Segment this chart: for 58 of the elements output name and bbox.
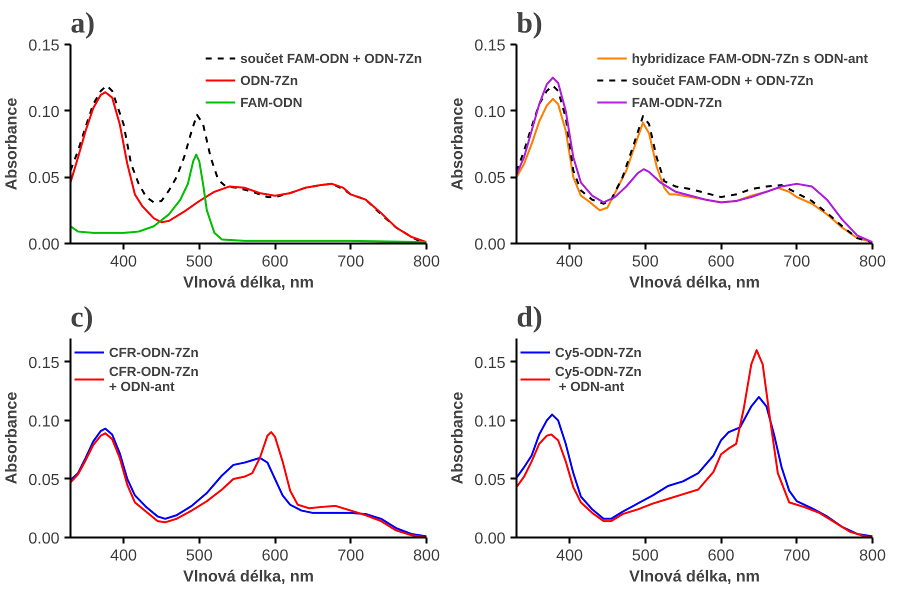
x-tick-label: 800 bbox=[859, 254, 886, 270]
x-tick-label: 800 bbox=[413, 254, 440, 270]
x-axis-title: Vlnová délka, nm bbox=[629, 568, 760, 586]
legend-label: Cy5-ODN-7Zn bbox=[555, 344, 642, 360]
x-tick-label: 400 bbox=[110, 254, 137, 270]
y-tick-label: 0.10 bbox=[474, 104, 506, 121]
x-tick-label: 600 bbox=[708, 548, 734, 564]
x-tick-label: 500 bbox=[186, 548, 213, 564]
chart-title: b) bbox=[516, 8, 543, 40]
legend-label: FAM-ODN-7Zn bbox=[632, 94, 722, 110]
y-tick-label: 0.00 bbox=[28, 236, 60, 254]
y-tick-label: 0.15 bbox=[28, 38, 60, 54]
y-axis-title: Absorbance bbox=[3, 98, 20, 190]
y-tick-label: 0.10 bbox=[28, 413, 60, 430]
x-tick-label: 700 bbox=[337, 548, 364, 564]
x-tick-label: 700 bbox=[783, 254, 810, 270]
x-tick-label: 800 bbox=[413, 548, 440, 564]
legend-label: hybridizace FAM-ODN-7Zn s ODN-ant bbox=[632, 50, 868, 66]
x-axis-title: Vlnová délka, nm bbox=[183, 274, 314, 292]
y-tick-label: 0.10 bbox=[28, 104, 60, 121]
chart-title: d) bbox=[516, 302, 543, 334]
y-tick-label: 0.00 bbox=[474, 530, 506, 548]
x-axis-title: Vlnová délka, nm bbox=[629, 274, 760, 292]
y-tick-label: 0.05 bbox=[474, 472, 506, 489]
x-tick-label: 700 bbox=[337, 254, 364, 270]
x-tick-label: 600 bbox=[708, 254, 734, 270]
legend-label: FAM-ODN bbox=[240, 94, 302, 110]
legend-label: Cy5-ODN-7Zn + ODN-ant bbox=[555, 364, 642, 394]
y-tick-label: 0.15 bbox=[474, 354, 506, 372]
y-tick-label: 0.05 bbox=[474, 170, 506, 188]
y-tick-label: 0.05 bbox=[28, 472, 60, 489]
y-axis-title: Absorbance bbox=[449, 392, 466, 484]
y-tick-label: 0.15 bbox=[28, 354, 60, 372]
x-tick-label: 500 bbox=[186, 254, 213, 270]
x-axis-title: Vlnová délka, nm bbox=[183, 568, 314, 586]
legend-label: CFR-ODN-7Zn bbox=[109, 344, 199, 360]
x-tick-label: 600 bbox=[262, 254, 288, 270]
y-axis-title: Absorbance bbox=[449, 98, 466, 190]
x-tick-label: 600 bbox=[262, 548, 288, 564]
x-tick-label: 500 bbox=[632, 254, 659, 270]
legend-label: CFR-ODN-7Zn + ODN-ant bbox=[109, 364, 199, 394]
y-axis-title: Absorbance bbox=[3, 392, 20, 484]
y-tick-label: 0.05 bbox=[28, 170, 60, 188]
y-tick-label: 0.00 bbox=[28, 530, 60, 548]
x-tick-label: 800 bbox=[859, 548, 886, 564]
legend-label: součet FAM-ODN + ODN-7Zn bbox=[240, 50, 422, 66]
y-tick-label: 0.15 bbox=[474, 38, 506, 54]
x-tick-label: 400 bbox=[556, 548, 583, 564]
legend-label: ODN-7Zn bbox=[240, 72, 298, 88]
chart-title: c) bbox=[70, 302, 94, 334]
x-tick-label: 500 bbox=[632, 548, 659, 564]
legend-label: součet FAM-ODN + ODN-7Zn bbox=[632, 72, 814, 88]
x-tick-label: 400 bbox=[110, 548, 137, 564]
y-tick-label: 0.00 bbox=[474, 236, 506, 254]
x-tick-label: 400 bbox=[556, 254, 583, 270]
y-tick-label: 0.10 bbox=[474, 413, 506, 430]
x-tick-label: 700 bbox=[783, 548, 810, 564]
chart-title: a) bbox=[70, 8, 95, 40]
